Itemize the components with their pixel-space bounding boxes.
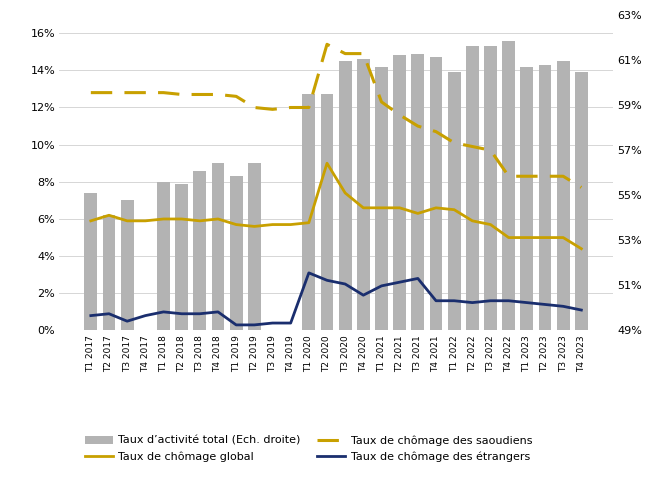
Bar <box>121 200 134 330</box>
Bar <box>230 176 243 330</box>
Bar <box>321 94 333 330</box>
Bar <box>521 67 533 330</box>
Bar <box>502 41 515 330</box>
Bar <box>411 53 424 330</box>
Bar <box>557 61 569 330</box>
Bar <box>175 184 188 330</box>
Bar <box>393 55 406 330</box>
Bar <box>339 61 351 330</box>
Bar <box>212 163 224 330</box>
Bar <box>302 94 315 330</box>
Bar <box>248 163 261 330</box>
Bar <box>538 65 552 330</box>
Bar <box>357 59 370 330</box>
Bar <box>466 46 478 330</box>
Bar <box>157 182 170 330</box>
Bar <box>103 215 115 330</box>
Legend: Taux d’activité total (Ech. droite), Taux de chômage global, Taux de chômage des: Taux d’activité total (Ech. droite), Tau… <box>80 431 536 466</box>
Bar <box>194 171 206 330</box>
Bar <box>448 72 461 330</box>
Bar <box>430 57 442 330</box>
Bar <box>375 67 388 330</box>
Bar <box>84 193 97 330</box>
Bar <box>575 72 588 330</box>
Bar <box>484 46 497 330</box>
